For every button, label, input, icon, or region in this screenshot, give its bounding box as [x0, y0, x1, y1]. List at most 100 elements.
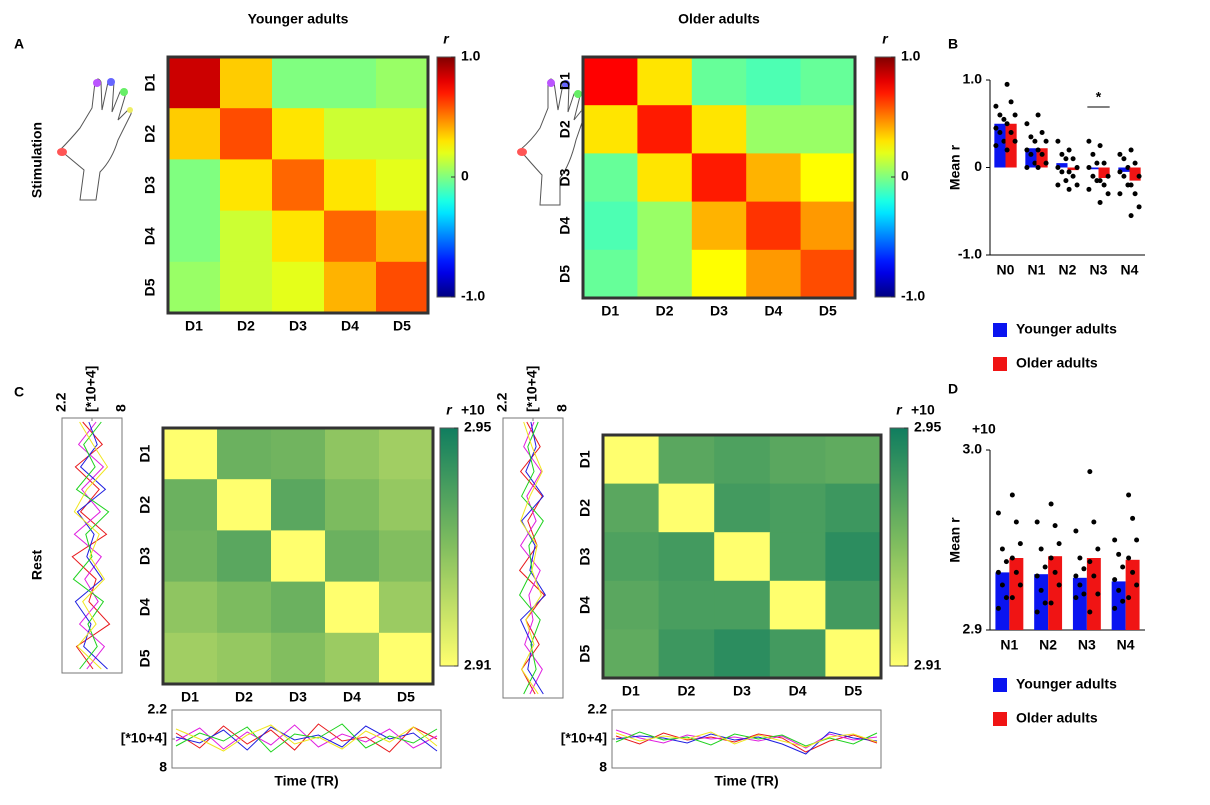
- colorbar-tick-label: 2.95: [464, 419, 491, 435]
- trace: [520, 421, 543, 695]
- data-point: [1070, 173, 1076, 179]
- data-point: [1039, 151, 1045, 157]
- heatmap-cell: [325, 530, 380, 583]
- heatmap-cell: [825, 629, 882, 679]
- row-label: D4: [142, 227, 158, 245]
- heatmap-cell: [637, 201, 693, 251]
- data-point: [1035, 165, 1041, 170]
- data-point: [993, 143, 999, 149]
- col-label: D5: [397, 689, 415, 705]
- row-label: D1: [577, 450, 593, 468]
- heatmap-cell: [658, 580, 715, 630]
- x-tick-label: N2: [1039, 637, 1057, 653]
- x-axis-label: Time (TR): [714, 773, 778, 789]
- heatmap-cell: [379, 581, 434, 634]
- panel-letter: B: [948, 36, 958, 52]
- data-point: [1112, 577, 1118, 583]
- x-tick-label: 8: [554, 404, 570, 412]
- heatmap-cell: [825, 435, 882, 485]
- data-point: [1055, 138, 1061, 144]
- row-label: D2: [142, 125, 158, 143]
- colorbar-tick-label: 0: [901, 168, 909, 184]
- heatmap-cell: [637, 249, 693, 299]
- heatmap-cell: [603, 629, 660, 679]
- data-point: [1038, 546, 1044, 552]
- colorbar-label: r: [882, 31, 889, 47]
- y-axis-label: Mean r: [947, 517, 963, 563]
- col-label: D3: [710, 303, 728, 319]
- row-label-big: Rest: [29, 549, 45, 580]
- data-point: [1056, 541, 1062, 547]
- heatmap-cell: [272, 210, 325, 263]
- heatmap-cell: [271, 632, 326, 685]
- data-point: [1003, 595, 1009, 601]
- chart-title: Younger adults: [248, 11, 349, 27]
- y-tick-label: 3.0: [963, 441, 983, 457]
- data-point: [1001, 138, 1007, 144]
- data-point: [1081, 591, 1087, 597]
- row-label: D5: [557, 265, 573, 283]
- colorbar-tick-label: 2.91: [464, 657, 491, 673]
- heatmap-cell: [800, 105, 856, 154]
- data-point: [1024, 121, 1030, 127]
- heatmap-cell: [637, 105, 693, 154]
- data-point: [1032, 160, 1038, 166]
- col-label: D3: [733, 683, 751, 699]
- heatmap-cell: [583, 105, 638, 154]
- heatmap-cell: [825, 580, 882, 630]
- data-point: [1066, 147, 1072, 153]
- trace: [72, 421, 110, 670]
- bar: [1118, 167, 1130, 172]
- data-point: [1059, 169, 1065, 175]
- data-point: [1097, 178, 1103, 184]
- data-point: [1097, 143, 1103, 149]
- data-point: [1101, 182, 1107, 188]
- col-label: D2: [237, 318, 255, 334]
- data-point: [1132, 160, 1138, 166]
- row-label: D3: [577, 547, 593, 565]
- col-label: D2: [235, 689, 253, 705]
- heatmap-cell: [769, 532, 826, 582]
- panel-letter: C: [14, 384, 24, 400]
- heatmap-cell: [376, 261, 429, 314]
- data-point: [1048, 501, 1054, 507]
- data-point: [1073, 573, 1079, 579]
- legend-label: Older adults: [1016, 710, 1098, 726]
- colorbar-tick-label: -1.0: [901, 288, 925, 304]
- heatmap-cell: [271, 530, 326, 583]
- bar: [1072, 577, 1087, 630]
- y-tick-label: -1.0: [958, 246, 982, 262]
- col-label: D5: [844, 683, 862, 699]
- data-point: [1087, 609, 1093, 615]
- col-label: D5: [819, 303, 837, 319]
- data-point: [1009, 492, 1015, 498]
- data-point: [1128, 213, 1134, 219]
- x-axis-label: Time (TR): [274, 773, 338, 789]
- bar: [1129, 167, 1141, 181]
- bar: [1125, 559, 1140, 630]
- hand-old: [517, 78, 587, 206]
- col-label: D3: [289, 689, 307, 705]
- row-label: D5: [142, 278, 158, 296]
- bar: [994, 123, 1006, 168]
- x-tick-label: 2.2: [494, 392, 510, 412]
- bar: [1034, 574, 1049, 630]
- x-tick-label: N1: [1000, 637, 1018, 653]
- data-point: [1105, 173, 1111, 179]
- heatmap-cell: [376, 57, 429, 109]
- heatmap-cell: [746, 57, 802, 106]
- heatmap-cell: [163, 530, 218, 583]
- colorbar-label: r: [446, 402, 453, 418]
- data-point: [1136, 173, 1142, 179]
- data-point: [1120, 598, 1126, 604]
- data-point: [1116, 587, 1122, 593]
- heatmap-cell: [583, 201, 638, 251]
- trace: [73, 421, 109, 670]
- data-point: [1090, 151, 1096, 157]
- bar: [1111, 581, 1126, 630]
- row-label: D4: [137, 598, 153, 616]
- data-point: [1134, 582, 1140, 588]
- col-label: D5: [393, 318, 411, 334]
- heatmap-cell: [714, 580, 771, 630]
